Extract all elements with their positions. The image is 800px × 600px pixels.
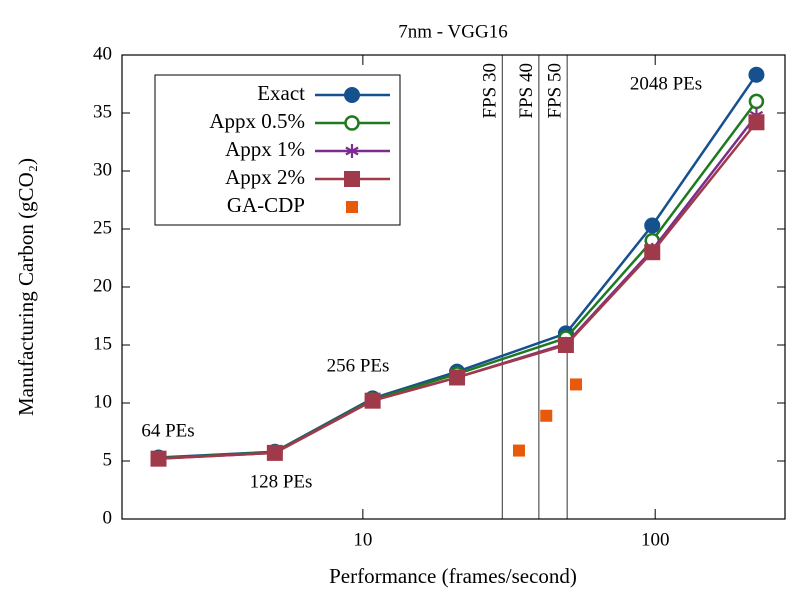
y-tick-label: 40 [93,43,112,64]
marker [540,409,553,422]
marker-shape [570,378,583,391]
marker-shape [557,337,574,353]
marker-shape [644,217,661,234]
marker [266,444,283,461]
marker [570,378,583,391]
marker [748,66,765,83]
x-tick-label: 100 [641,529,670,550]
marker-shape [344,171,360,187]
legend-label: Exact [257,81,305,105]
marker-shape [344,115,360,131]
marker-shape [150,450,167,467]
annotation: 2048 PEs [630,73,702,94]
marker-shape [344,87,360,103]
chart-title: 7nm - VGG16 [398,21,507,42]
legend-label: Appx 1% [225,137,305,161]
marker-shape [346,201,358,213]
marker-shape [748,93,765,110]
marker [748,93,765,110]
y-tick-label: 20 [93,275,112,296]
marker [557,337,574,353]
marker [344,171,360,187]
fps-label: FPS 50 [545,63,566,118]
y-tick-label: 25 [93,217,112,238]
x-axis-label: Performance (frames/second) [329,564,577,588]
y-tick-label: 0 [103,507,113,528]
marker-shape [512,444,525,457]
x-tick-label: 10 [353,529,372,550]
marker [748,114,765,131]
legend-label: GA-CDP [227,193,305,217]
marker [345,144,359,158]
marker [344,115,360,131]
legend-label: Appx 0.5% [209,109,305,133]
marker-shape [345,146,359,156]
annotation: 128 PEs [250,471,313,492]
marker [150,450,167,467]
legend-label: Appx 2% [225,165,305,189]
marker [512,444,525,457]
marker-shape [540,409,553,422]
y-tick-label: 10 [93,391,112,412]
marker [644,217,661,234]
fps-label: FPS 30 [480,63,501,118]
marker-shape [449,369,466,386]
marker-shape [748,114,765,131]
marker [364,392,381,409]
annotation: 64 PEs [141,420,194,441]
marker [346,201,358,213]
plot-frame [121,54,786,520]
fps-label: FPS 40 [516,63,537,118]
marker-shape [266,444,283,461]
y-tick-label: 5 [103,449,113,470]
marker [644,244,661,261]
y-tick-label: 30 [93,159,112,180]
marker [449,369,466,386]
marker-shape [748,66,765,83]
marker [344,87,360,103]
y-tick-label: 35 [93,101,112,122]
marker-shape [364,392,381,409]
y-axis-label: Manufacturing Carbon (gCO₂) [14,158,38,416]
marker-shape [644,244,661,261]
annotation: 256 PEs [327,355,390,376]
y-tick-label: 15 [93,333,112,354]
